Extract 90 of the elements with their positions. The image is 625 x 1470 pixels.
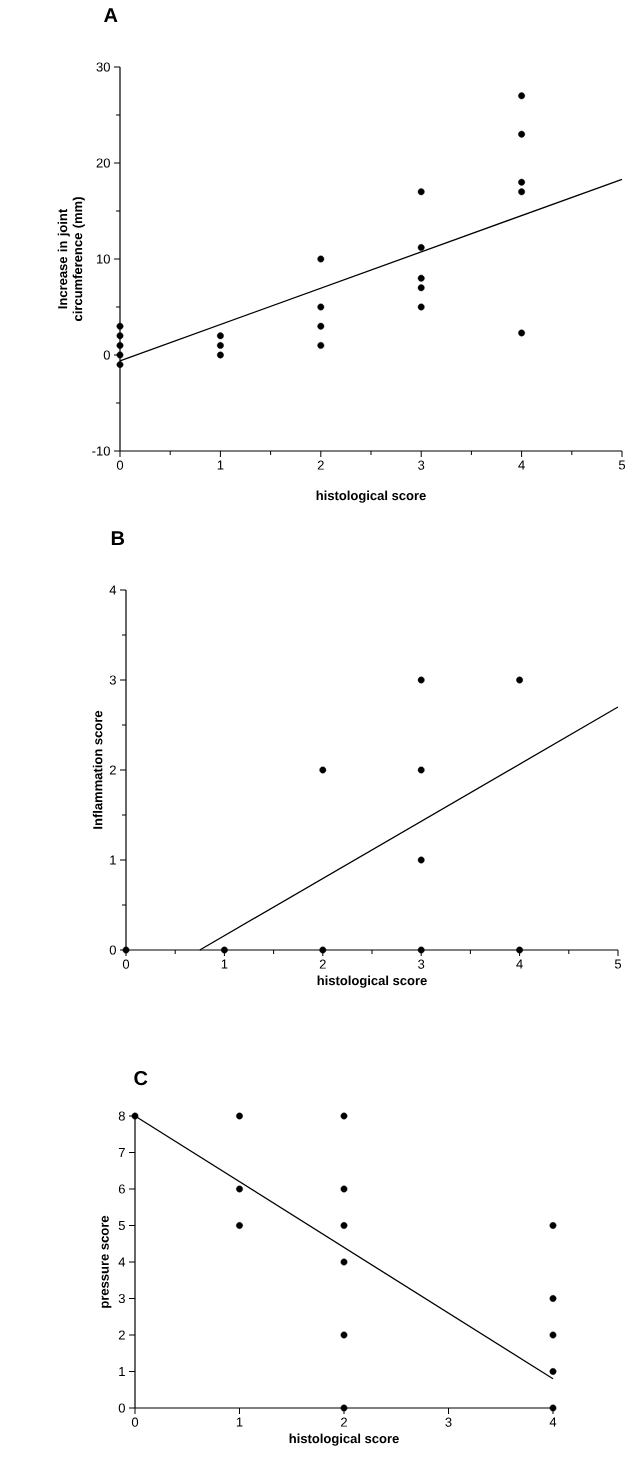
point xyxy=(317,322,325,330)
y-tick-label: 0 xyxy=(103,350,110,360)
point xyxy=(417,284,425,292)
chart-title: C xyxy=(134,1071,148,1086)
chart-title: A xyxy=(104,8,118,23)
point xyxy=(319,946,327,954)
x-tick-label: 1 xyxy=(236,1417,243,1427)
y-tick-label: 0 xyxy=(118,1403,125,1413)
point xyxy=(340,1112,348,1120)
point xyxy=(116,332,124,340)
x-axis-title: histological score xyxy=(289,1433,399,1446)
point xyxy=(417,274,425,282)
point xyxy=(417,244,425,251)
point xyxy=(317,303,325,311)
chart-title: B xyxy=(111,531,125,546)
y-tick-label: 4 xyxy=(109,585,117,595)
y-axis-title: Inflammation score xyxy=(92,710,103,829)
point xyxy=(317,342,325,349)
x-tick-label: 2 xyxy=(319,959,326,969)
point xyxy=(549,1331,557,1339)
point xyxy=(549,1368,557,1375)
y-tick-label: 7 xyxy=(118,1148,125,1157)
point xyxy=(518,130,525,138)
point xyxy=(217,342,224,349)
y-tick-label: 1 xyxy=(119,1367,125,1376)
point xyxy=(417,188,425,196)
y-tick-label: 1 xyxy=(110,855,116,865)
x-tick-label: 4 xyxy=(549,1417,557,1427)
y-tick-label: 30 xyxy=(96,62,110,72)
x-tick-label: 1 xyxy=(217,460,224,470)
x-tick-label: 1 xyxy=(221,959,228,969)
point xyxy=(116,342,124,349)
point xyxy=(340,1185,348,1193)
y-tick-label: 10 xyxy=(96,254,110,264)
point xyxy=(236,1112,243,1120)
x-tick-label: 2 xyxy=(341,1417,347,1427)
point xyxy=(417,676,425,684)
x-tick-label: 5 xyxy=(614,959,622,969)
y-tick-label: 0 xyxy=(109,945,116,955)
x-axis-title: histological score xyxy=(317,975,427,988)
point xyxy=(417,303,425,311)
point xyxy=(518,329,525,337)
y-tick-label: 3 xyxy=(109,675,116,685)
point xyxy=(417,946,425,954)
y-tick-label: 4 xyxy=(118,1257,126,1267)
y-axis-title: Increase in joint circumference (mm) xyxy=(57,197,85,321)
point xyxy=(340,1331,348,1339)
point xyxy=(319,766,327,774)
x-tick-label: 4 xyxy=(516,959,523,969)
y-tick-label: 3 xyxy=(118,1293,125,1304)
y-tick-label: 2 xyxy=(109,765,116,775)
y-tick-label: 2 xyxy=(118,1330,125,1340)
x-tick-label: 2 xyxy=(317,460,324,470)
point xyxy=(221,946,228,954)
point xyxy=(518,178,525,186)
point xyxy=(122,946,130,954)
point xyxy=(116,322,124,330)
point xyxy=(131,1112,139,1120)
point xyxy=(236,1222,243,1229)
y-tick-label: 5 xyxy=(118,1220,125,1231)
x-axis-title: histological score xyxy=(316,490,426,503)
point xyxy=(116,361,124,369)
x-tick-label: 3 xyxy=(418,959,425,969)
point xyxy=(549,1295,557,1302)
x-tick-label: 3 xyxy=(418,460,425,470)
point xyxy=(340,1258,348,1266)
point xyxy=(549,1404,557,1412)
point xyxy=(516,946,523,954)
point xyxy=(516,676,523,684)
point xyxy=(217,351,224,359)
y-tick-label: 20 xyxy=(96,158,110,168)
point xyxy=(340,1222,348,1229)
point xyxy=(340,1404,348,1412)
y-tick-label: 8 xyxy=(118,1111,125,1121)
x-tick-label: 3 xyxy=(445,1417,452,1427)
x-tick-label: 4 xyxy=(518,460,525,470)
point xyxy=(549,1222,557,1229)
point xyxy=(217,332,224,340)
point xyxy=(417,766,425,774)
point xyxy=(518,92,525,100)
point xyxy=(518,188,525,196)
x-tick-label: 5 xyxy=(618,460,625,470)
y-axis-title: pressure score xyxy=(101,1215,112,1308)
point xyxy=(116,351,124,359)
point xyxy=(236,1185,243,1193)
x-tick-label: 0 xyxy=(131,1417,139,1427)
point xyxy=(317,255,325,263)
y-tick-label: -10 xyxy=(92,446,110,456)
y-tick-label: 6 xyxy=(118,1184,125,1194)
point xyxy=(417,856,425,864)
